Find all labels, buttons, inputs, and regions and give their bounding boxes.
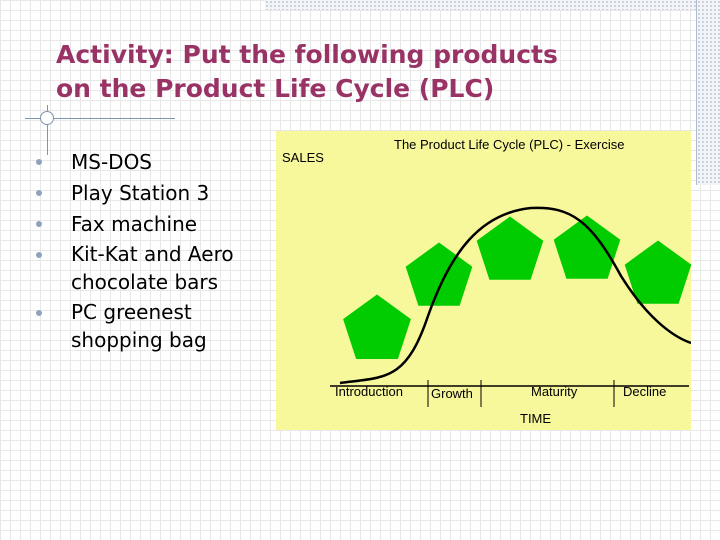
slide-title-line-1: Activity: Put the following products <box>56 40 558 69</box>
pentagon-shape-3 <box>476 216 544 280</box>
slide-title: Activity: Put the following products on … <box>56 38 676 106</box>
pentagon-shape-5 <box>624 240 691 304</box>
pentagon-shape-1 <box>343 294 411 359</box>
slide-title-line-2: on the Product Life Cycle (PLC) <box>56 74 495 103</box>
stage-label-introduction: Introduction <box>335 384 403 399</box>
bullet-icon <box>36 221 42 227</box>
decorative-rule-horizontal <box>25 118 175 119</box>
product-list: MS-DOS Play Station 3 Fax machine Kit-Ka… <box>36 147 266 356</box>
stage-label-decline: Decline <box>623 384 666 399</box>
stage-label-maturity: Maturity <box>531 384 578 399</box>
bullet-icon <box>36 190 42 196</box>
list-item: Fax machine <box>36 209 266 240</box>
list-item-label: Kit-Kat and Aero chocolate bars <box>71 242 234 294</box>
bullet-icon <box>36 252 42 258</box>
decorative-stripe-top <box>265 0 720 10</box>
list-item-label: Fax machine <box>71 212 198 236</box>
plc-diagram-svg: The Product Life Cycle (PLC) - Exercise … <box>276 131 691 430</box>
time-axis-label: TIME <box>520 411 551 426</box>
decorative-rule-vertical <box>47 105 48 155</box>
sales-axis-label: SALES <box>282 150 324 165</box>
decorative-ring <box>40 111 54 125</box>
list-item: Kit-Kat and Aero chocolate bars <box>36 240 266 296</box>
sales-curve <box>339 206 691 385</box>
list-item-label: PC greenest shopping bag <box>71 300 207 352</box>
plc-title: The Product Life Cycle (PLC) - Exercise <box>394 137 624 152</box>
bullet-icon <box>36 310 42 316</box>
plc-diagram: The Product Life Cycle (PLC) - Exercise … <box>276 131 691 430</box>
list-item: PC greenest shopping bag <box>36 298 266 354</box>
plc-background <box>276 131 691 430</box>
list-item: Play Station 3 <box>36 178 266 209</box>
stage-label-growth: Growth <box>431 386 473 401</box>
list-item: MS-DOS <box>36 147 266 178</box>
bullet-icon <box>36 159 42 165</box>
decorative-bar-right <box>696 0 720 185</box>
pentagon-shape-4 <box>553 215 621 279</box>
list-item-label: MS-DOS <box>71 150 153 174</box>
list-item-label: Play Station 3 <box>71 181 210 205</box>
